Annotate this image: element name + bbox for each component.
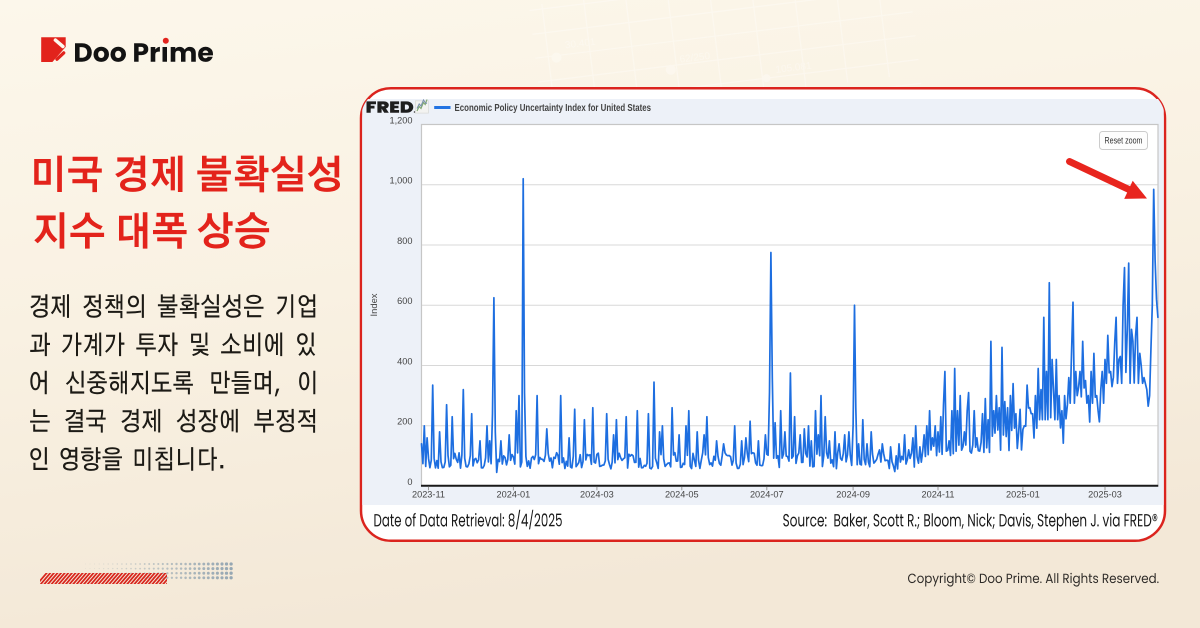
svg-text:600: 600	[397, 296, 412, 306]
svg-text:2024-05: 2024-05	[665, 489, 699, 499]
svg-text:62/250: 62/250	[679, 51, 711, 66]
svg-text:105.081: 105.081	[775, 61, 813, 76]
svg-text:2025-01: 2025-01	[1006, 489, 1040, 499]
svg-text:2024-09: 2024-09	[836, 489, 870, 499]
svg-text:Reset zoom: Reset zoom	[1105, 136, 1143, 146]
svg-text:200: 200	[397, 417, 412, 427]
svg-text:2023-11: 2023-11	[412, 489, 445, 499]
svg-text:Economic Policy Uncertainty In: Economic Policy Uncertainty Index for Un…	[455, 103, 652, 114]
svg-text:1,000: 1,000	[390, 176, 413, 186]
svg-text:2025-03: 2025-03	[1088, 489, 1122, 499]
svg-text:2024-01: 2024-01	[497, 489, 531, 499]
svg-text:1,200: 1,200	[390, 115, 413, 125]
svg-text:400: 400	[397, 356, 412, 366]
svg-text:2024-03: 2024-03	[580, 489, 614, 499]
svg-text:0: 0	[407, 477, 412, 487]
svg-text:Index: Index	[368, 293, 379, 316]
svg-text:2024-11: 2024-11	[921, 489, 954, 499]
svg-text:800: 800	[397, 236, 412, 246]
svg-text:2024-07: 2024-07	[750, 489, 784, 499]
svg-text:30.401: 30.401	[564, 37, 596, 52]
